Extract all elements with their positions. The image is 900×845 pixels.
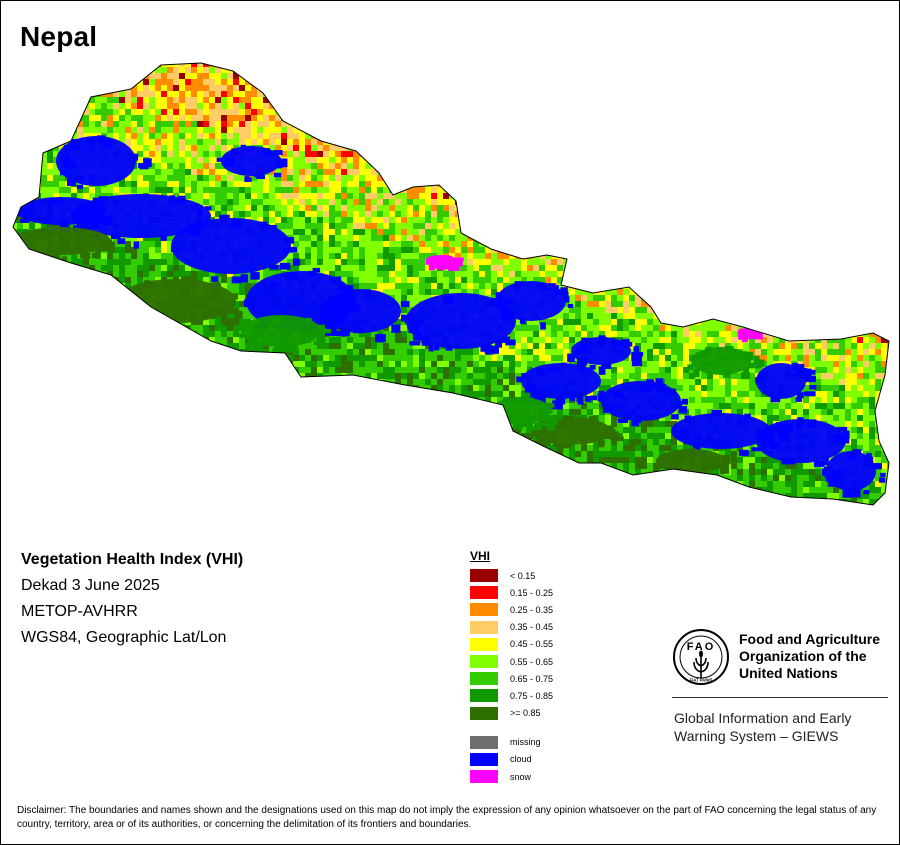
legend-item: 0.55 - 0.65 [470,653,553,670]
vhi-legend: VHI < 0.15 0.15 - 0.25 0.25 - 0.35 0.35 … [470,549,553,785]
legend-item: < 0.15 [470,567,553,584]
legend-swatch [470,569,498,583]
legend-item: 0.35 - 0.45 [470,619,553,636]
legend-label: snow [510,771,532,782]
legend-label: >= 0.85 [510,708,541,719]
legend-item: 0.25 - 0.35 [470,601,553,618]
disclaimer-text: Disclaimer: The boundaries and names sho… [17,805,877,830]
legend-item-missing: missing [470,734,553,751]
legend-item: >= 0.85 [470,705,553,722]
fao-logo-icon: FAO FIAT PANIS [673,629,729,685]
legend-label: 0.75 - 0.85 [510,690,554,701]
fao-emblem-letters: FAO [687,641,716,653]
legend-swatch [470,672,498,686]
legend-label: 0.65 - 0.75 [510,673,554,684]
legend-swatch [470,689,498,703]
legend-label: 0.35 - 0.45 [510,622,554,633]
legend-label: 0.45 - 0.55 [510,639,554,650]
legend-classes: < 0.15 0.15 - 0.25 0.25 - 0.35 0.35 - 0.… [470,567,553,722]
legend-swatch [470,620,498,634]
fao-emblem-motto: FIAT PANIS [690,678,713,683]
sensor-label: METOP-AVHRR [21,603,138,620]
legend-title: VHI [470,549,491,563]
legend-swatch [470,706,498,720]
legend-label: 0.15 - 0.25 [510,587,554,598]
legend-label: 0.55 - 0.65 [510,656,554,667]
legend-item: 0.65 - 0.75 [470,670,553,687]
legend-swatch [470,603,498,617]
legend-item-cloud: cloud [470,751,553,768]
legend-item: 0.15 - 0.25 [470,584,553,601]
projection-label: WGS84, Geographic Lat/Lon [21,629,227,646]
legend-swatch [470,637,498,651]
legend-item-snow: snow [470,768,553,785]
legend-swatch [470,655,498,669]
index-name: Vegetation Health Index (VHI) [21,551,244,568]
legend-label: < 0.15 [510,570,536,581]
legend-swatch [470,735,498,749]
period-label: Dekad 3 June 2025 [21,577,160,594]
legend-item: 0.75 - 0.85 [470,687,553,704]
fao-org-name: Food and Agriculture Organization of the… [739,631,881,681]
legend-special: missing cloud snow [470,734,553,786]
country-title: Nepal [20,21,98,52]
legend-swatch [470,752,498,766]
giews-label: Global Information and Early Warning Sys… [674,710,852,744]
legend-label: 0.25 - 0.35 [510,604,554,615]
legend-swatch [470,586,498,600]
legend-swatch [470,770,498,784]
map-info: Vegetation Health Index (VHI) Dekad 3 Ju… [21,551,243,655]
legend-item: 0.45 - 0.55 [470,636,553,653]
legend-label: cloud [510,754,532,765]
legend-label: missing [510,737,541,748]
divider [672,697,888,698]
